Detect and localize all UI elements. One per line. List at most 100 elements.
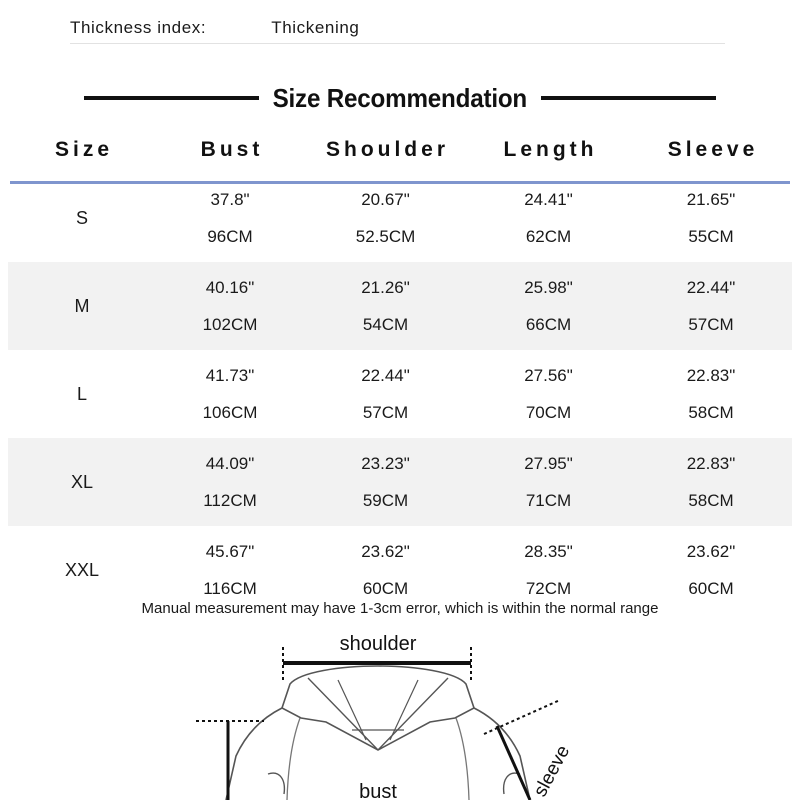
value-cm: 55CM xyxy=(688,227,734,246)
value-inch: 22.44" xyxy=(361,366,410,385)
body-right-shoulder xyxy=(473,707,531,800)
cell-length: 27.56" 70CM xyxy=(467,350,630,438)
row-size-label: S xyxy=(75,207,88,228)
value-cm: 57CM xyxy=(688,315,734,334)
cell-bust: 45.67" 116CM xyxy=(156,526,304,614)
value-cm: 62CM xyxy=(525,227,572,246)
cell-length: 24.41" 62CM xyxy=(467,174,630,262)
thickness-index-value: Thickening xyxy=(271,18,360,37)
cell-sleeve: 23.62" 60CM xyxy=(630,526,792,614)
cell-bust: 40.16" 102CM xyxy=(156,262,304,350)
value-cm: 116CM xyxy=(203,579,257,598)
cuff-right xyxy=(502,772,521,795)
column-header-sleeve: Sleeve xyxy=(667,138,759,161)
row-size-label: M xyxy=(74,295,90,316)
value-cm: 58CM xyxy=(688,491,734,510)
cell-sleeve: 22.83" 58CM xyxy=(630,350,792,438)
shoulder-measure-label: shoulder xyxy=(340,633,417,655)
measurement-disclaimer: Manual measurement may have 1-3cm error,… xyxy=(141,600,659,617)
cell-shoulder: 21.26" 54CM xyxy=(304,262,467,350)
cell-sleeve: 22.83" 58CM xyxy=(630,438,792,526)
value-cm: 106CM xyxy=(202,403,258,422)
cuff-left xyxy=(267,772,286,795)
value-inch: 27.56" xyxy=(524,366,573,385)
cell-bust: 44.09" 112CM xyxy=(156,438,304,526)
garment-measurement-diagram: shoulder bust sleeve xyxy=(0,622,800,800)
size-chart-table: Size Bust Shoulder Length Sleeve S 37.8"… xyxy=(8,126,792,614)
value-inch: 21.26" xyxy=(361,278,410,297)
title-rule-right xyxy=(540,96,716,100)
value-inch: 40.16" xyxy=(205,278,255,297)
value-inch: 28.35" xyxy=(524,542,573,561)
column-header-size: Size xyxy=(54,138,114,161)
header-divider xyxy=(70,43,725,44)
page-title: Size Recommendation xyxy=(272,82,528,113)
value-inch: 45.67" xyxy=(205,542,255,561)
value-inch: 20.67" xyxy=(361,190,410,209)
cell-shoulder: 20.67" 52.5CM xyxy=(304,174,467,262)
bust-measure-label: bust xyxy=(359,781,397,800)
cell-length: 25.98" 66CM xyxy=(467,262,630,350)
value-inch: 27.95" xyxy=(524,454,573,473)
value-cm: 112CM xyxy=(203,491,257,510)
title-rule-left xyxy=(84,96,260,100)
value-cm: 71CM xyxy=(525,491,572,510)
body-right-side xyxy=(455,717,470,800)
sleeve-measure-line xyxy=(495,725,532,800)
value-inch: 22.83" xyxy=(686,454,736,473)
hood-seam-right xyxy=(377,677,449,751)
column-header-length: Length xyxy=(503,138,598,161)
value-cm: 96CM xyxy=(207,227,253,246)
value-cm: 60CM xyxy=(688,579,734,598)
table-row: L 41.73" 106CM 22.44" 57CM 27.56" 70CM 2… xyxy=(8,350,792,438)
body-left-side xyxy=(286,717,301,800)
column-header-shoulder: Shoulder xyxy=(325,138,449,161)
cell-bust: 37.8" 96CM xyxy=(156,174,304,262)
body-left-shoulder xyxy=(225,707,283,800)
table-row: XXL 45.67" 116CM 23.62" 60CM 28.35" 72CM… xyxy=(8,526,792,614)
size-recommendation-title-band: Size Recommendation xyxy=(0,80,800,116)
value-inch: 22.83" xyxy=(686,366,736,385)
value-inch: 22.44" xyxy=(686,278,736,297)
value-inch: 23.23" xyxy=(361,454,410,473)
value-cm: 72CM xyxy=(525,579,572,598)
row-size-label: XL xyxy=(70,471,94,492)
cell-length: 27.95" 71CM xyxy=(467,438,630,526)
row-size-label: L xyxy=(76,383,87,404)
value-cm: 70CM xyxy=(525,403,572,422)
value-inch: 23.62" xyxy=(361,542,410,561)
table-row: S 37.8" 96CM 20.67" 52.5CM 24.41" 62CM 2… xyxy=(8,174,792,262)
column-header-bust: Bust xyxy=(200,138,264,161)
table-row: XL 44.09" 112CM 23.23" 59CM 27.95" 71CM … xyxy=(8,438,792,526)
thickness-index-row: Thickness index: Thickening xyxy=(70,12,730,44)
value-cm: 66CM xyxy=(525,315,572,334)
cell-shoulder: 22.44" 57CM xyxy=(304,350,467,438)
value-inch: 37.8" xyxy=(210,190,250,209)
value-cm: 52.5CM xyxy=(355,227,416,246)
value-inch: 25.98" xyxy=(524,278,573,297)
cell-length: 28.35" 72CM xyxy=(467,526,630,614)
sleeve-measure-label: sleeve xyxy=(530,742,574,800)
value-cm: 54CM xyxy=(362,315,409,334)
value-cm: 60CM xyxy=(362,579,409,598)
sleeve-guide xyxy=(483,699,561,735)
thickness-index-label: Thickness index: xyxy=(70,18,207,37)
cell-bust: 41.73" 106CM xyxy=(156,350,304,438)
value-cm: 58CM xyxy=(688,403,734,422)
cell-shoulder: 23.62" 60CM xyxy=(304,526,467,614)
value-inch: 44.09" xyxy=(205,454,255,473)
header-accent-rule xyxy=(10,181,790,184)
value-inch: 21.65" xyxy=(686,190,736,209)
table-row: M 40.16" 102CM 21.26" 54CM 25.98" 66CM 2… xyxy=(8,262,792,350)
cell-sleeve: 22.44" 57CM xyxy=(630,262,792,350)
cell-sleeve: 21.65" 55CM xyxy=(630,174,792,262)
table-header-row: Size Bust Shoulder Length Sleeve xyxy=(8,126,792,174)
cell-shoulder: 23.23" 59CM xyxy=(304,438,467,526)
hood-outline xyxy=(281,665,475,751)
value-inch: 41.73" xyxy=(205,366,255,385)
hood-seam-left xyxy=(307,677,379,751)
value-inch: 23.62" xyxy=(686,542,736,561)
row-size-label: XXL xyxy=(64,559,100,580)
value-cm: 57CM xyxy=(362,403,409,422)
value-cm: 59CM xyxy=(362,491,409,510)
